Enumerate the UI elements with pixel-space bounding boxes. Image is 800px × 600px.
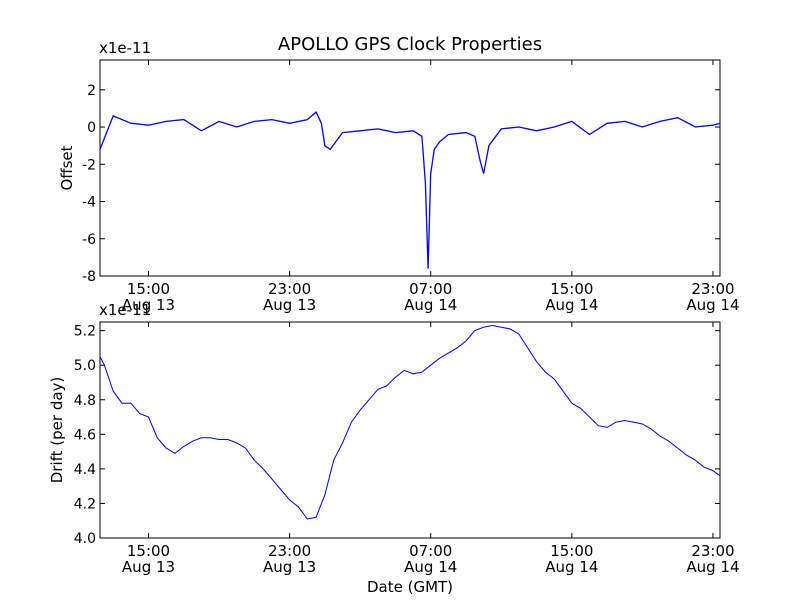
offset-ytick-label: -4 bbox=[82, 195, 96, 211]
drift-ytick-label: 4.2 bbox=[74, 496, 96, 512]
offset-y-axis-label: Offset bbox=[58, 145, 76, 190]
offset-xtick-time-label: 07:00 bbox=[409, 280, 452, 298]
offset-scale-label: x1e-11 bbox=[99, 39, 151, 57]
offset-ytick-label: 0 bbox=[87, 120, 96, 136]
offset-series bbox=[99, 111, 721, 269]
offset-ytick-label: -2 bbox=[82, 157, 96, 173]
offset-xtick-time-label: 15:00 bbox=[550, 280, 593, 298]
offset-xtick-time-label: 23:00 bbox=[691, 280, 734, 298]
drift-scale-label: x1e-11 bbox=[99, 301, 151, 319]
drift-y-axis-label: Drift (per day) bbox=[48, 377, 66, 484]
drift-xtick-date-label: Aug 13 bbox=[122, 558, 175, 576]
drift-xtick-time-label: 15:00 bbox=[127, 542, 170, 560]
offset-xtick-time-label: 15:00 bbox=[127, 280, 170, 298]
offset-ytick-label: -6 bbox=[82, 232, 96, 248]
offset-xtick-time-label: 23:00 bbox=[268, 280, 311, 298]
drift-xtick-date-label: Aug 14 bbox=[686, 558, 739, 576]
drift-xtick-time-label: 23:00 bbox=[268, 542, 311, 560]
drift-plot-frame bbox=[99, 321, 721, 539]
offset-xtick-date-label: Aug 14 bbox=[686, 296, 739, 314]
drift-xtick-date-label: Aug 13 bbox=[263, 558, 316, 576]
drift-xtick-date-label: Aug 14 bbox=[404, 558, 457, 576]
drift-ytick-label: 4.6 bbox=[74, 427, 96, 443]
drift-panel: x1e-11 Drift (per day) 5.2 5.0 4.8 4.6 4.4 4.… bbox=[48, 301, 740, 576]
drift-xtick-time-label: 07:00 bbox=[409, 542, 452, 560]
offset-xtick-date-label: Aug 14 bbox=[404, 296, 457, 314]
drift-ytick-label: 5.2 bbox=[74, 324, 96, 340]
drift-xtick-time-label: 23:00 bbox=[691, 542, 734, 560]
drift-ytick-label: 5.0 bbox=[74, 358, 96, 374]
offset-xtick-date-label: Aug 14 bbox=[545, 296, 598, 314]
x-axis-label: Date (GMT) bbox=[367, 578, 453, 596]
offset-xtick-date-label: Aug 13 bbox=[122, 296, 175, 314]
offset-series-line bbox=[99, 111, 721, 269]
drift-xtick-date-label: Aug 14 bbox=[545, 558, 598, 576]
drift-ytick-label: 4.8 bbox=[74, 393, 96, 409]
offset-y-ticks: 2 0 -2 -4 -6 -8 bbox=[82, 83, 720, 285]
offset-ytick-label: 2 bbox=[87, 83, 96, 99]
drift-ytick-label: 4.0 bbox=[74, 531, 96, 547]
drift-series-line bbox=[99, 324, 721, 520]
offset-plot-frame bbox=[99, 59, 721, 277]
drift-ytick-label: 4.4 bbox=[74, 462, 96, 478]
drift-series bbox=[99, 324, 721, 520]
drift-xtick-time-label: 15:00 bbox=[550, 542, 593, 560]
chart-title: APOLLO GPS Clock Properties bbox=[278, 34, 542, 55]
drift-y-ticks: 5.2 5.0 4.8 4.6 4.4 4.2 4.0 bbox=[74, 324, 720, 547]
offset-xtick-date-label: Aug 13 bbox=[263, 296, 316, 314]
offset-ytick-label: -8 bbox=[82, 269, 96, 285]
